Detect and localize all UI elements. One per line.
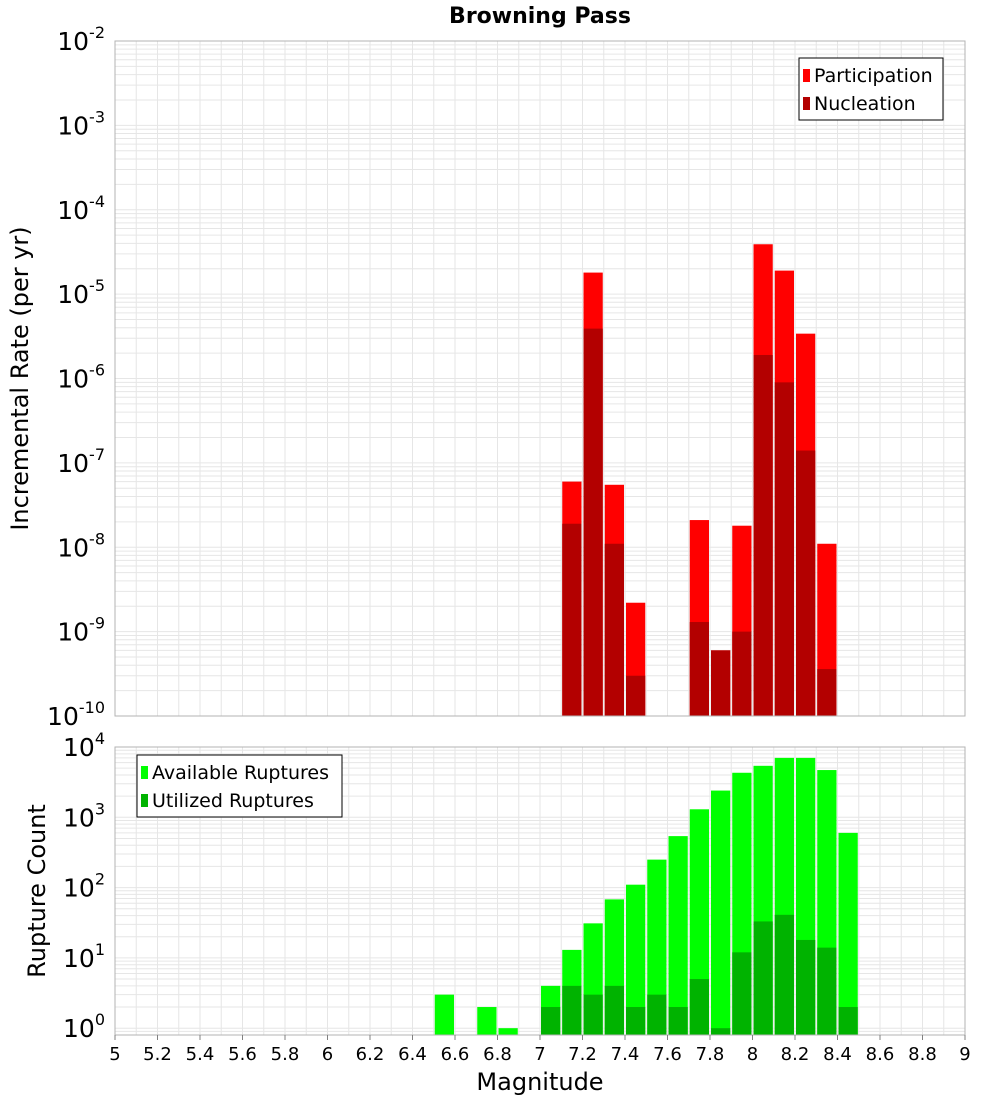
x-tick-label: 7: [534, 1044, 545, 1065]
bar: [689, 622, 709, 716]
x-tick-label: 5.8: [271, 1044, 300, 1065]
y-tick-label: 10-9: [57, 614, 105, 647]
x-tick-label: 7.6: [653, 1044, 682, 1065]
y-tick-label: 10-5: [57, 276, 105, 309]
bar: [668, 836, 688, 1035]
legend-label: Utilized Ruptures: [152, 790, 314, 812]
x-tick-label: 6.2: [356, 1044, 385, 1065]
y-tick-label: 10-10: [47, 698, 105, 731]
legend-label: Participation: [814, 65, 933, 87]
legend-box: [136, 754, 343, 818]
x-tick-label: 5: [109, 1044, 120, 1065]
y-axis-label: Rupture Count: [23, 804, 51, 978]
bar: [583, 994, 603, 1035]
bar: [732, 952, 752, 1035]
bar: [796, 939, 816, 1035]
y-tick-label: 10-8: [57, 529, 105, 562]
bar: [604, 985, 624, 1035]
x-tick-label: 7.8: [696, 1044, 725, 1065]
legend-swatch: [803, 69, 810, 82]
series-nucleation: [562, 328, 837, 716]
y-axis-label: Incremental Rate (per yr): [6, 226, 34, 530]
y-tick-label: 10-3: [57, 107, 105, 140]
bar: [647, 859, 667, 1035]
bar: [434, 994, 454, 1035]
y-tick-label: 10-7: [57, 445, 105, 478]
panel-rates: 10-10 10-9 10-8 10-7 10-6 10-5 10-4 10-3 10-2 Inc…: [6, 4, 966, 731]
x-tick-label: 8: [747, 1044, 758, 1065]
bar: [774, 914, 794, 1035]
bar: [689, 809, 709, 1035]
legend-label: Available Ruptures: [152, 762, 329, 784]
bar: [838, 1007, 858, 1035]
y-tick-label: 10-6: [57, 361, 105, 394]
y-tick-label: 10-2: [57, 23, 105, 56]
x-tick-label: 6.4: [398, 1044, 427, 1065]
bar: [583, 328, 603, 716]
bar: [711, 650, 731, 716]
x-axis-label: Magnitude: [476, 1068, 603, 1096]
bar: [668, 1007, 688, 1035]
bar: [604, 543, 624, 716]
bar: [498, 1028, 518, 1035]
bar: [753, 921, 773, 1035]
bar: [817, 669, 837, 716]
x-tick-label: 8.4: [823, 1044, 852, 1065]
legend: Available Ruptures Utilized Ruptures: [136, 754, 343, 818]
legend-swatch: [803, 97, 810, 110]
y-tick-label: 100: [63, 1010, 105, 1043]
bar: [774, 382, 794, 716]
bar: [477, 1007, 497, 1035]
legend-label: Nucleation: [814, 93, 916, 115]
plot-frame: [114, 40, 966, 717]
x-tick-label: 7.4: [611, 1044, 640, 1065]
bar: [626, 675, 646, 716]
legend-swatch: [141, 794, 148, 807]
bar: [711, 1028, 731, 1035]
bar: [541, 1007, 561, 1035]
x-tick-label: 6: [322, 1044, 333, 1065]
bar: [796, 450, 816, 716]
bar: [562, 985, 582, 1035]
chart-title: Browning Pass: [449, 4, 631, 29]
bar: [626, 1007, 646, 1035]
y-tick-label: 10-4: [57, 192, 105, 225]
x-tick-label: 6.8: [483, 1044, 512, 1065]
bar: [753, 354, 773, 716]
x-tick-label: 8.8: [908, 1044, 937, 1065]
bar: [647, 994, 667, 1035]
bar: [711, 790, 731, 1035]
series-utilized-ruptures: [541, 914, 858, 1035]
panel-counts: 100 101 102 103 104 Rupture Count 5 5.2 5.4 5.6 5.…: [23, 729, 971, 1096]
grid: [114, 40, 966, 717]
y-tick-label: 103: [63, 799, 105, 832]
y-tick-label: 102: [63, 870, 105, 903]
y-tick-label: 104: [63, 729, 105, 762]
x-tick-label: 5.2: [143, 1044, 172, 1065]
legend-box: [798, 57, 944, 121]
x-tick-label: 5.4: [186, 1044, 215, 1065]
legend-swatch: [141, 766, 148, 779]
x-tick-label: 8.2: [781, 1044, 810, 1065]
x-tick-label: 9: [959, 1044, 970, 1065]
x-tick-label: 5.6: [228, 1044, 257, 1065]
bar: [817, 947, 837, 1035]
x-tick-label: 6.6: [441, 1044, 470, 1065]
bar: [562, 523, 582, 716]
bar: [626, 884, 646, 1035]
x-tick-label: 8.6: [866, 1044, 895, 1065]
bar: [689, 979, 709, 1035]
legend: Participation Nucleation: [798, 57, 944, 121]
bar: [838, 832, 858, 1035]
x-tick-label: 7.2: [568, 1044, 597, 1065]
bar: [732, 631, 752, 716]
y-tick-label: 101: [63, 940, 105, 973]
